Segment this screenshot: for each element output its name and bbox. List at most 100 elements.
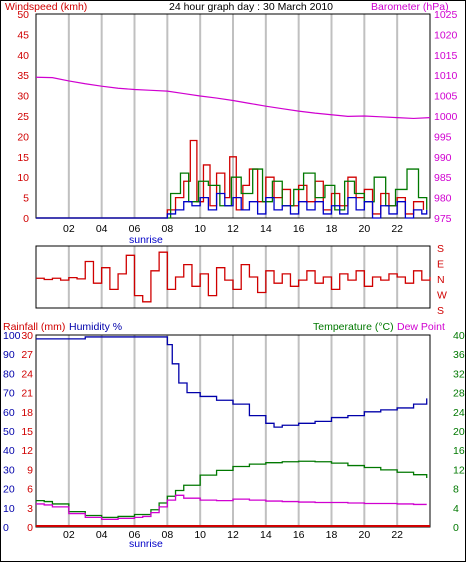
humidity-tick-label: 70: [3, 388, 15, 400]
barometer-tick-label: 985: [434, 172, 452, 184]
barometer-tick-label: 990: [434, 152, 452, 164]
bottom-series: [36, 336, 430, 527]
temp-tick-label: 40: [453, 330, 465, 342]
windspeed-tick-label: 0: [23, 213, 29, 225]
x-tick-label: 18: [326, 529, 338, 541]
direction-label: N: [437, 274, 445, 286]
humidity-tick-label: 60: [3, 407, 15, 419]
rain-tick-label: 12: [21, 445, 33, 457]
rainfall-axis-label: Rainfall (mm): [3, 321, 65, 333]
rain-tick-label: 30: [21, 330, 33, 342]
rain-tick-label: 21: [21, 388, 33, 400]
x-tick-label: 18: [326, 223, 338, 235]
top-plot-border: [35, 13, 431, 219]
humidity-tick-label: 40: [3, 445, 15, 457]
top-left-ticks: 0 5 10 15 20 25 30 35 40 45 50: [17, 9, 29, 225]
x-tick-label: 12: [227, 223, 239, 235]
humidity-tick-label: 100: [3, 330, 21, 342]
barometer-tick-label: 1000: [434, 111, 458, 123]
temp-humidity-chart: Rainfall (mm) Humidity % Temperature (°C…: [3, 321, 465, 550]
humidity-tick-label: 0: [3, 522, 9, 534]
rain-tick-label: 15: [21, 426, 33, 438]
humidity-tick-label: 50: [3, 426, 15, 438]
barometer-tick-label: 1020: [434, 29, 458, 41]
temp-tick-label: 20: [453, 426, 465, 438]
wind-avg-line: [36, 192, 428, 219]
dewpoint-axis-label: Dew Point: [397, 321, 445, 333]
humidity-axis-label: Humidity %: [69, 321, 122, 333]
rain-tick-label: 18: [21, 407, 33, 419]
bottom-sunrise-label: sunrise: [129, 538, 163, 550]
x-tick-label: 14: [260, 223, 272, 235]
humidity-tick-label: 20: [3, 484, 15, 496]
x-tick-label: 04: [96, 529, 108, 541]
humidity-tick-label: 80: [3, 368, 15, 380]
temperature-line: [36, 460, 428, 519]
x-tick-label: 06: [129, 529, 141, 541]
barometer-tick-label: 1015: [434, 50, 458, 62]
windspeed-tick-label: 40: [17, 50, 29, 62]
wind-pressure-chart: Windspeed (kmh) 24 hour graph day : 30 M…: [5, 1, 458, 246]
chart-title: 24 hour graph day : 30 March 2010: [169, 1, 333, 13]
rain-tick-label: 9: [27, 464, 33, 476]
x-tick-label: 14: [260, 529, 272, 541]
rain-tick-label: 0: [27, 522, 33, 534]
barometer-line: [35, 76, 431, 120]
humidity-tick-label: 30: [3, 464, 15, 476]
rain-tick-label: 27: [21, 349, 33, 361]
x-tick-label: 20: [358, 223, 370, 235]
humidity-line: [36, 336, 428, 428]
temp-tick-label: 12: [453, 464, 465, 476]
x-tick-label: 02: [63, 223, 75, 235]
humidity-tick-label: 90: [3, 349, 15, 361]
temp-tick-label: 36: [453, 349, 465, 361]
dewpoint-line: [36, 494, 427, 520]
x-tick-label: 06: [129, 223, 141, 235]
windspeed-tick-label: 15: [17, 152, 29, 164]
x-tick-label: 22: [391, 223, 403, 235]
bottom-grid: [67, 335, 399, 527]
humidity-tick-label: 10: [3, 503, 15, 515]
x-tick-label: 08: [161, 223, 173, 235]
temperature-axis-label: Temperature (°C): [313, 321, 394, 333]
rain-tick-label: 24: [21, 368, 33, 380]
x-tick-label: 02: [63, 529, 75, 541]
temp-tick-label: 8: [453, 484, 459, 496]
windspeed-tick-label: 45: [17, 29, 29, 41]
x-tick-label: 16: [293, 529, 305, 541]
barometer-axis-label: Barometer (hPa): [371, 1, 449, 13]
temp-tick-label: 28: [453, 388, 465, 400]
windspeed-tick-label: 10: [17, 172, 29, 184]
rain-tick-label: 3: [27, 503, 33, 515]
windspeed-tick-label: 5: [23, 193, 29, 205]
barometer-tick-label: 1005: [434, 91, 458, 103]
temp-ticks: 0 4 8 12 16 20 24 28 32 36 40: [453, 330, 465, 534]
barometer-tick-label: 1025: [434, 9, 458, 21]
barometer-tick-label: 995: [434, 131, 452, 143]
windspeed-tick-label: 50: [17, 9, 29, 21]
top-x-ticks: 02 04 06 08 10 12 14 16 18 20 22: [63, 223, 403, 235]
direction-label: E: [437, 259, 444, 271]
top-sunrise-label: sunrise: [129, 234, 163, 246]
windspeed-tick-label: 20: [17, 131, 29, 143]
humidity-ticks: 0 10 20 30 40 50 60 70 80 90 100: [3, 330, 21, 534]
windspeed-tick-label: 25: [17, 111, 29, 123]
x-tick-label: 20: [358, 529, 370, 541]
temp-tick-label: 0: [453, 522, 459, 534]
direction-label: W: [437, 290, 447, 302]
x-tick-label: 22: [391, 529, 403, 541]
x-tick-label: 10: [194, 529, 206, 541]
x-tick-label: 12: [227, 529, 239, 541]
barometer-tick-label: 1010: [434, 70, 458, 82]
x-tick-label: 16: [293, 223, 305, 235]
rain-ticks: 0 3 6 9 12 15 18 21 24 27 30: [21, 330, 33, 534]
windspeed-tick-label: 30: [17, 91, 29, 103]
top-right-ticks: 975 980 985 990 995 1000 1005 1010 1015 1020 1025: [434, 9, 458, 225]
direction-label: S: [437, 305, 444, 317]
barometer-tick-label: 980: [434, 193, 452, 205]
x-tick-label: 10: [194, 223, 206, 235]
direction-label: S: [437, 243, 444, 255]
